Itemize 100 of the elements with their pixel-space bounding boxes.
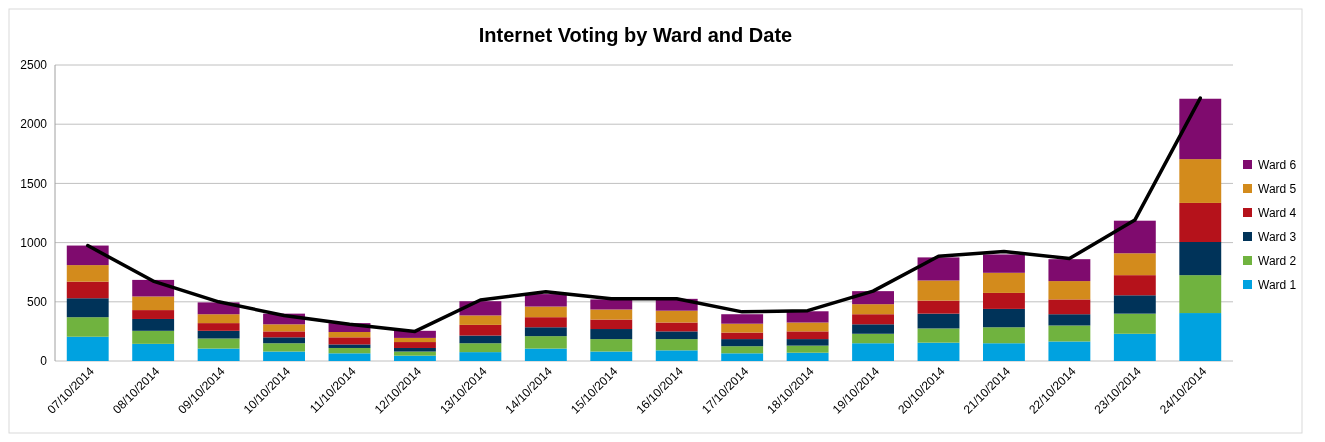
bar	[590, 351, 633, 361]
bar	[786, 311, 829, 323]
bar	[328, 353, 371, 361]
bar	[721, 353, 764, 361]
bar	[197, 330, 240, 339]
bar	[66, 298, 109, 318]
bar	[1048, 299, 1091, 315]
bar	[983, 308, 1025, 328]
bar	[459, 315, 502, 325]
bar	[1179, 275, 1222, 314]
bar	[66, 317, 109, 337]
bar	[1179, 202, 1222, 243]
bar	[263, 343, 305, 352]
bar	[1048, 314, 1091, 326]
bar	[524, 317, 567, 328]
bar	[786, 345, 829, 353]
bar	[524, 336, 567, 349]
bar	[983, 327, 1025, 344]
bar	[917, 300, 960, 314]
bar	[721, 323, 764, 333]
bar	[983, 343, 1025, 361]
bar	[394, 351, 436, 356]
y-tick-label: 2500	[20, 58, 48, 73]
bar	[721, 332, 764, 340]
bar	[1048, 259, 1091, 282]
bar	[983, 292, 1025, 309]
bar	[394, 330, 436, 338]
bar	[590, 309, 633, 320]
bar	[917, 280, 960, 301]
legend-label: Ward 4	[1258, 206, 1297, 221]
bar	[852, 333, 894, 344]
bar	[459, 324, 502, 336]
bar	[655, 322, 698, 332]
bar	[721, 339, 764, 347]
y-tick-label: 500	[26, 295, 48, 309]
bar	[1048, 341, 1091, 361]
bar	[983, 254, 1025, 273]
bar	[1113, 275, 1156, 296]
bar	[328, 331, 371, 338]
bar	[459, 343, 502, 353]
bar	[197, 338, 240, 349]
bar	[132, 343, 175, 361]
bar	[590, 339, 633, 352]
legend-label: Ward 3	[1258, 230, 1297, 245]
bar	[852, 314, 894, 325]
bar	[66, 336, 109, 361]
legend-label: Ward 1	[1258, 278, 1297, 293]
bar	[1113, 295, 1156, 314]
line-series	[85, 96, 1203, 334]
bar	[852, 304, 894, 315]
bar	[132, 310, 175, 319]
bar	[655, 339, 698, 351]
bar	[132, 330, 175, 344]
bar	[132, 296, 175, 311]
bar	[394, 337, 436, 343]
bar	[524, 327, 567, 337]
bar	[394, 347, 436, 352]
bar	[263, 337, 305, 344]
bar	[786, 331, 829, 340]
bar	[263, 351, 305, 361]
bar	[459, 352, 502, 361]
bar	[1179, 313, 1222, 361]
bar	[328, 337, 371, 345]
bar	[132, 318, 175, 331]
bar	[655, 350, 698, 361]
bar	[590, 329, 633, 340]
bar	[328, 347, 371, 354]
bar	[721, 346, 764, 354]
legend-label: Ward 5	[1258, 182, 1297, 197]
legend-label: Ward 2	[1258, 254, 1297, 269]
bar	[917, 313, 960, 329]
y-tick-label: 0	[40, 354, 48, 369]
bar	[1113, 333, 1156, 361]
y-tick-label: 1000	[20, 235, 48, 250]
bar	[524, 306, 567, 318]
bar	[524, 348, 567, 361]
bar	[852, 324, 894, 334]
bar	[852, 343, 894, 361]
bar	[328, 344, 371, 348]
bar	[983, 272, 1025, 293]
bar	[66, 265, 109, 282]
bar	[655, 310, 698, 323]
bar	[1113, 313, 1156, 334]
y-tick-label: 2000	[20, 117, 48, 132]
bar	[917, 342, 960, 361]
bar	[721, 314, 764, 324]
bar	[197, 323, 240, 331]
bar	[197, 314, 240, 324]
bar	[1113, 220, 1156, 254]
bar	[786, 322, 829, 332]
bar	[263, 331, 305, 338]
bar	[1179, 242, 1222, 276]
bar	[394, 342, 436, 348]
bar	[655, 331, 698, 340]
bar	[263, 324, 305, 332]
bar	[197, 348, 240, 361]
bar	[1179, 159, 1222, 203]
chart-title: Internet Voting by Ward and Date	[478, 24, 793, 46]
bar	[917, 328, 960, 343]
y-tick-label: 1500	[20, 176, 48, 191]
